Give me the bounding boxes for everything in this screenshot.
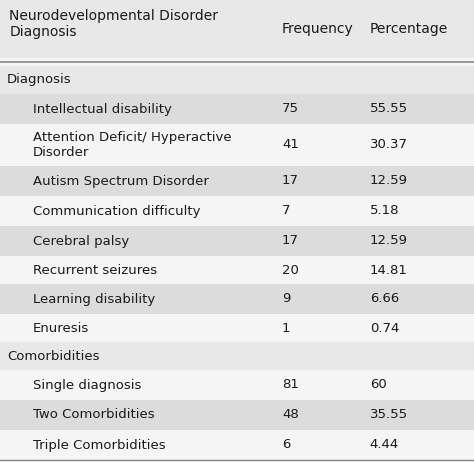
Bar (0, 124, 474, 166)
Text: 7: 7 (282, 205, 291, 218)
Text: 6.66: 6.66 (370, 292, 399, 305)
Text: 60: 60 (370, 378, 386, 391)
Text: 6: 6 (282, 438, 291, 451)
Text: 4.44: 4.44 (370, 438, 399, 451)
Text: Two Comorbidities: Two Comorbidities (33, 408, 155, 421)
Text: 48: 48 (282, 408, 299, 421)
Text: Cerebral palsy: Cerebral palsy (33, 235, 129, 248)
Text: 35.55: 35.55 (370, 408, 408, 421)
Text: 12.59: 12.59 (370, 235, 408, 248)
Text: Recurrent seizures: Recurrent seizures (33, 263, 157, 276)
Text: Comorbidities: Comorbidities (7, 349, 100, 363)
Bar (0, 256, 474, 284)
Bar (0, 0, 474, 58)
Bar (0, 430, 474, 460)
Text: Communication difficulty: Communication difficulty (33, 205, 201, 218)
Text: Enuresis: Enuresis (33, 322, 90, 334)
Bar (0, 370, 474, 400)
Text: Neurodevelopmental Disorder
Diagnosis: Neurodevelopmental Disorder Diagnosis (9, 9, 219, 39)
Bar (0, 314, 474, 342)
Text: 5.18: 5.18 (370, 205, 399, 218)
Bar (0, 196, 474, 226)
Text: 0.74: 0.74 (370, 322, 399, 334)
Bar (0, 400, 474, 430)
Bar (0, 460, 474, 462)
Text: 17: 17 (282, 235, 299, 248)
Text: 55.55: 55.55 (370, 103, 408, 116)
Text: Learning disability: Learning disability (33, 292, 155, 305)
Text: Attention Deficit/ Hyperactive
Disorder: Attention Deficit/ Hyperactive Disorder (33, 131, 232, 159)
Text: 9: 9 (282, 292, 291, 305)
Text: 12.59: 12.59 (370, 175, 408, 188)
Text: 1: 1 (282, 322, 291, 334)
Text: Single diagnosis: Single diagnosis (33, 378, 142, 391)
Text: 20: 20 (282, 263, 299, 276)
Bar (0, 166, 474, 196)
Text: 17: 17 (282, 175, 299, 188)
Text: Percentage: Percentage (370, 22, 448, 36)
Text: Frequency: Frequency (282, 22, 354, 36)
Bar (0, 94, 474, 124)
Bar (0, 284, 474, 314)
Bar (0, 226, 474, 256)
Text: 75: 75 (282, 103, 299, 116)
Text: Triple Comorbidities: Triple Comorbidities (33, 438, 166, 451)
Text: Autism Spectrum Disorder: Autism Spectrum Disorder (33, 175, 209, 188)
Bar (0, 342, 474, 370)
Text: 81: 81 (282, 378, 299, 391)
Text: Intellectual disability: Intellectual disability (33, 103, 172, 116)
Text: 41: 41 (282, 139, 299, 152)
Bar (0, 66, 474, 94)
Text: 30.37: 30.37 (370, 139, 408, 152)
Text: 14.81: 14.81 (370, 263, 408, 276)
Text: Diagnosis: Diagnosis (7, 73, 72, 86)
Bar (0, 58, 474, 66)
